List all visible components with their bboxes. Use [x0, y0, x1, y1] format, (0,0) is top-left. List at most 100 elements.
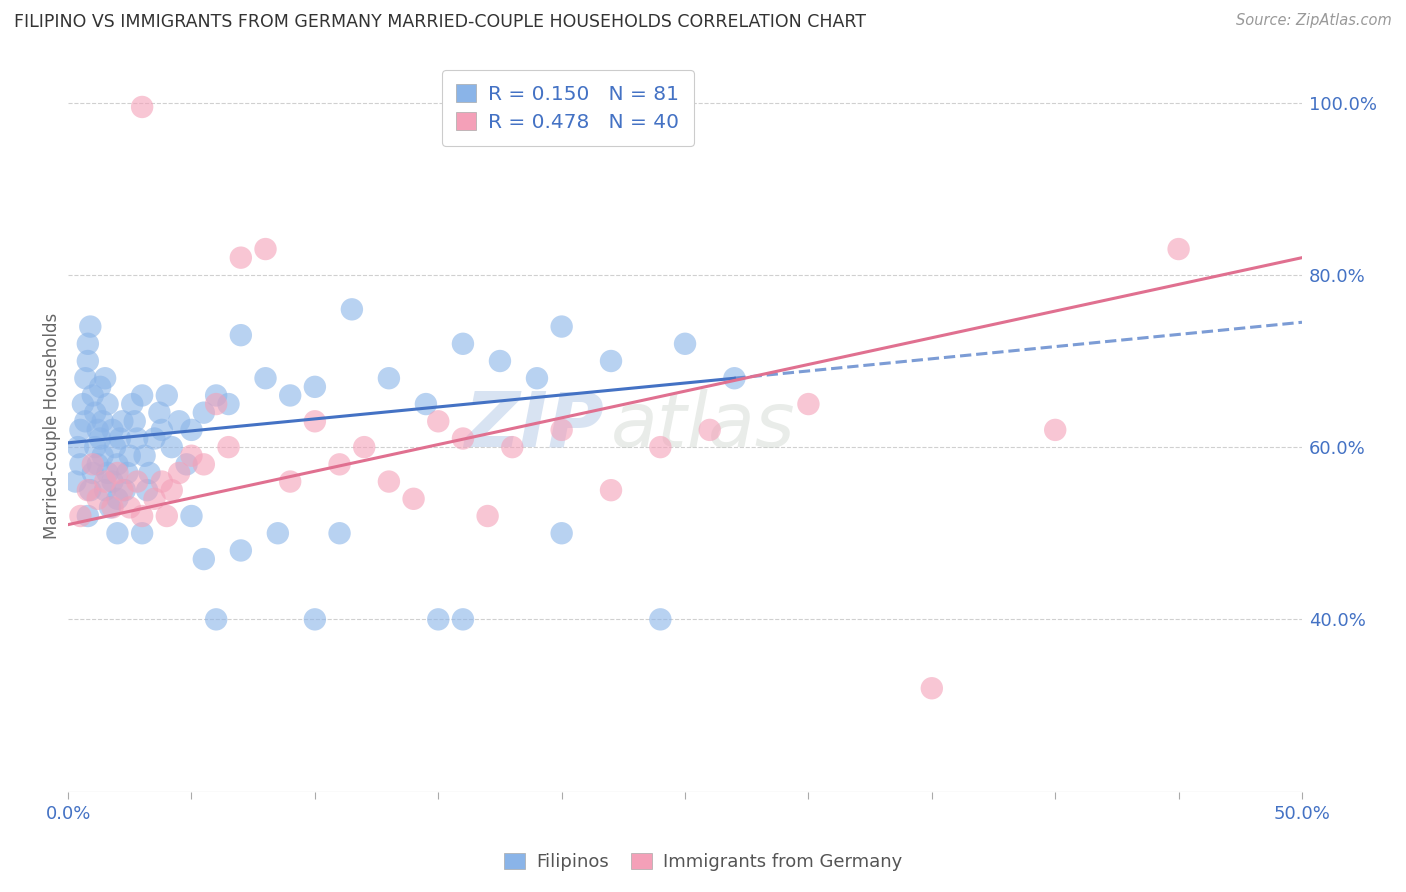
- Point: [79, 483, 101, 498]
- Point: [75, 414, 97, 428]
- Point: [97, 397, 120, 411]
- Point: [267, 526, 290, 541]
- Point: [402, 491, 425, 506]
- Point: [86, 491, 108, 506]
- Point: [167, 414, 190, 428]
- Point: [107, 466, 129, 480]
- Point: [131, 526, 153, 541]
- Point: [107, 526, 129, 541]
- Point: [91, 414, 114, 428]
- Point: [84, 440, 107, 454]
- Point: [229, 251, 252, 265]
- Point: [75, 371, 97, 385]
- Point: [72, 397, 94, 411]
- Point: [304, 612, 326, 626]
- Point: [131, 508, 153, 523]
- Point: [76, 508, 98, 523]
- Point: [650, 612, 672, 626]
- Point: [134, 449, 156, 463]
- Point: [193, 406, 215, 420]
- Point: [415, 397, 437, 411]
- Point: [193, 458, 215, 472]
- Point: [156, 388, 179, 402]
- Point: [94, 371, 117, 385]
- Point: [107, 458, 129, 472]
- Point: [76, 336, 98, 351]
- Point: [131, 388, 153, 402]
- Point: [82, 458, 104, 472]
- Point: [118, 500, 141, 515]
- Text: Source: ZipAtlas.com: Source: ZipAtlas.com: [1236, 13, 1392, 29]
- Point: [1167, 242, 1189, 256]
- Point: [143, 432, 166, 446]
- Point: [79, 319, 101, 334]
- Point: [97, 466, 120, 480]
- Point: [723, 371, 745, 385]
- Point: [89, 432, 111, 446]
- Point: [160, 483, 183, 498]
- Point: [180, 449, 202, 463]
- Point: [101, 475, 124, 489]
- Legend: R = 0.150   N = 81, R = 0.478   N = 40: R = 0.150 N = 81, R = 0.478 N = 40: [441, 70, 693, 145]
- Point: [121, 397, 143, 411]
- Point: [111, 483, 134, 498]
- Point: [205, 612, 228, 626]
- Point: [550, 423, 572, 437]
- Point: [108, 432, 131, 446]
- Point: [218, 397, 240, 411]
- Point: [451, 336, 474, 351]
- Text: FILIPINO VS IMMIGRANTS FROM GERMANY MARRIED-COUPLE HOUSEHOLDS CORRELATION CHART: FILIPINO VS IMMIGRANTS FROM GERMANY MARR…: [14, 13, 866, 31]
- Point: [378, 371, 401, 385]
- Text: ZIP: ZIP: [465, 389, 605, 463]
- Point: [254, 242, 277, 256]
- Point: [69, 458, 91, 472]
- Point: [180, 423, 202, 437]
- Point: [489, 354, 512, 368]
- Point: [86, 423, 108, 437]
- Point: [143, 491, 166, 506]
- Point: [600, 483, 623, 498]
- Point: [86, 458, 108, 472]
- Point: [550, 526, 572, 541]
- Point: [218, 440, 240, 454]
- Point: [176, 458, 198, 472]
- Point: [304, 414, 326, 428]
- Point: [160, 440, 183, 454]
- Point: [127, 475, 149, 489]
- Point: [229, 543, 252, 558]
- Point: [427, 612, 450, 626]
- Point: [156, 508, 179, 523]
- Point: [65, 475, 87, 489]
- Point: [94, 483, 117, 498]
- Point: [600, 354, 623, 368]
- Point: [921, 681, 943, 696]
- Point: [501, 440, 523, 454]
- Point: [89, 380, 111, 394]
- Point: [82, 388, 104, 402]
- Point: [111, 414, 134, 428]
- Text: atlas: atlas: [612, 389, 796, 463]
- Point: [451, 612, 474, 626]
- Point: [229, 328, 252, 343]
- Point: [82, 466, 104, 480]
- Point: [797, 397, 820, 411]
- Legend: Filipinos, Immigrants from Germany: Filipinos, Immigrants from Germany: [496, 846, 910, 879]
- Point: [118, 449, 141, 463]
- Point: [378, 475, 401, 489]
- Point: [98, 500, 121, 515]
- Point: [550, 319, 572, 334]
- Point: [114, 483, 136, 498]
- Point: [107, 491, 129, 506]
- Point: [254, 371, 277, 385]
- Point: [104, 440, 127, 454]
- Point: [150, 475, 173, 489]
- Point: [148, 406, 170, 420]
- Point: [136, 483, 159, 498]
- Point: [329, 458, 352, 472]
- Point: [427, 414, 450, 428]
- Point: [69, 508, 91, 523]
- Point: [76, 354, 98, 368]
- Point: [101, 500, 124, 515]
- Point: [127, 432, 149, 446]
- Point: [353, 440, 375, 454]
